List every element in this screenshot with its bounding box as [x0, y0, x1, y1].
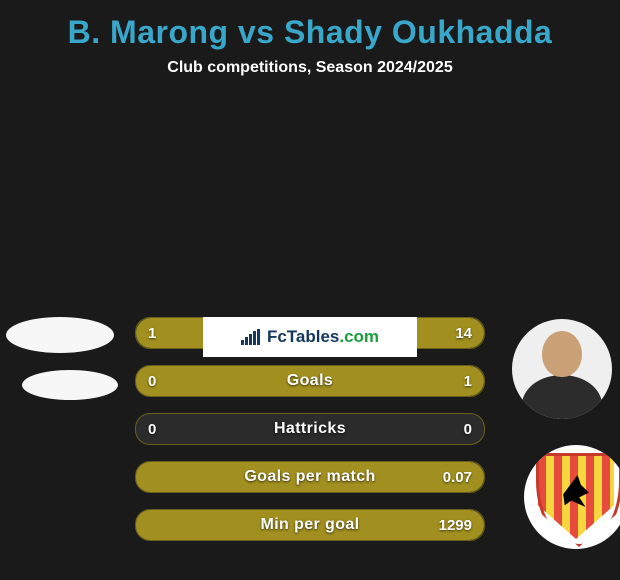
- page-title: B. Marong vs Shady Oukhadda: [0, 14, 620, 51]
- right-player-avatar: [512, 319, 612, 419]
- fctables-logo: FcTables.com: [203, 317, 417, 357]
- stat-label: Goals: [136, 366, 484, 396]
- logo-text: FcTables.com: [267, 327, 379, 347]
- right-player-club-crest: [524, 445, 620, 549]
- stat-bar: 01Goals: [135, 365, 485, 397]
- comparison-stage: 114Matches01Goals00Hattricks0.07Goals pe…: [0, 317, 620, 395]
- page-subtitle: Club competitions, Season 2024/2025: [0, 59, 620, 77]
- stat-bar: 1299Min per goal: [135, 509, 485, 541]
- stat-label: Min per goal: [136, 510, 484, 540]
- stat-bar: 00Hattricks: [135, 413, 485, 445]
- left-player-placeholder-1: [6, 317, 114, 353]
- stat-label: Goals per match: [136, 462, 484, 492]
- logo-bars-icon: [241, 329, 261, 345]
- stat-bar: 0.07Goals per match: [135, 461, 485, 493]
- stat-label: Hattricks: [136, 414, 484, 444]
- left-player-placeholder-2: [22, 370, 118, 400]
